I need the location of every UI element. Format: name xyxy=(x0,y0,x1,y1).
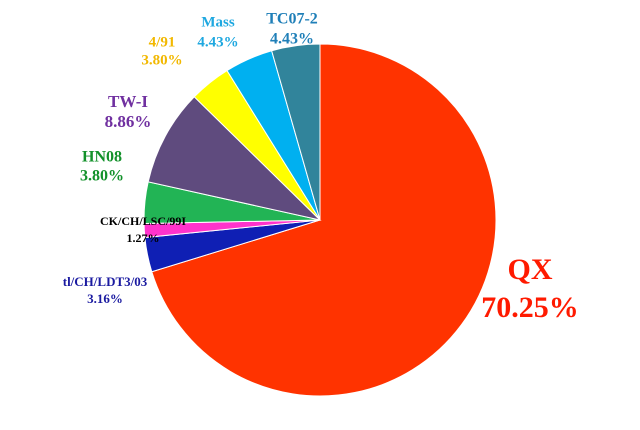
slice-value-label: 3.16% xyxy=(87,291,123,306)
pie-slice xyxy=(151,43,497,397)
slice-value-label: 70.25% xyxy=(481,291,579,324)
slice-value-label: 8.86% xyxy=(105,112,152,131)
pie-slice xyxy=(147,96,322,221)
slice-value-label: 3.80% xyxy=(80,168,124,185)
slice-value-label: 4.43% xyxy=(270,31,314,48)
pie-slice xyxy=(271,43,321,221)
slice-label: 4/91 xyxy=(149,34,176,50)
slice-value-label: 1.27% xyxy=(127,231,160,245)
slice-label: TW-I xyxy=(108,92,148,111)
slice-label: Mass xyxy=(201,14,234,30)
slice-value-label: 4.43% xyxy=(197,34,238,50)
slice-label: CK/CH/LSC/99I xyxy=(100,214,186,228)
slice-value-label: 3.80% xyxy=(141,52,182,68)
slice-label: HN08 xyxy=(82,149,122,166)
slice-label: TC07-2 xyxy=(266,11,318,28)
slice-label: tl/CH/LDT3/03 xyxy=(63,274,148,289)
slice-label: QX xyxy=(508,253,553,286)
